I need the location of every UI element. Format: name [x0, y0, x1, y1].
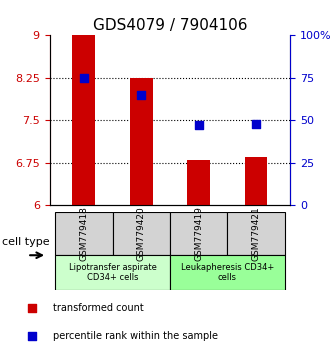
Bar — [130, 78, 153, 205]
FancyBboxPatch shape — [55, 212, 113, 255]
Text: Lipotransfer aspirate
CD34+ cells: Lipotransfer aspirate CD34+ cells — [69, 263, 156, 282]
Point — [29, 333, 34, 339]
Text: cell type: cell type — [3, 237, 50, 247]
Bar — [73, 35, 95, 205]
Text: Leukapheresis CD34+
cells: Leukapheresis CD34+ cells — [181, 263, 274, 282]
FancyBboxPatch shape — [170, 255, 285, 290]
FancyBboxPatch shape — [227, 212, 285, 255]
Point — [196, 122, 201, 128]
Text: GSM779419: GSM779419 — [194, 206, 203, 261]
Text: percentile rank within the sample: percentile rank within the sample — [53, 331, 218, 341]
Text: transformed count: transformed count — [53, 303, 144, 313]
Text: GSM779418: GSM779418 — [80, 206, 88, 261]
Text: GSM779420: GSM779420 — [137, 206, 146, 261]
Text: GSM779421: GSM779421 — [251, 206, 260, 261]
Point — [253, 121, 259, 127]
Point — [139, 92, 144, 98]
Bar — [245, 157, 267, 205]
FancyBboxPatch shape — [170, 212, 227, 255]
FancyBboxPatch shape — [113, 212, 170, 255]
Bar — [187, 160, 210, 205]
Point — [81, 75, 86, 81]
Point — [29, 305, 34, 311]
FancyBboxPatch shape — [55, 255, 170, 290]
Title: GDS4079 / 7904106: GDS4079 / 7904106 — [93, 18, 247, 33]
